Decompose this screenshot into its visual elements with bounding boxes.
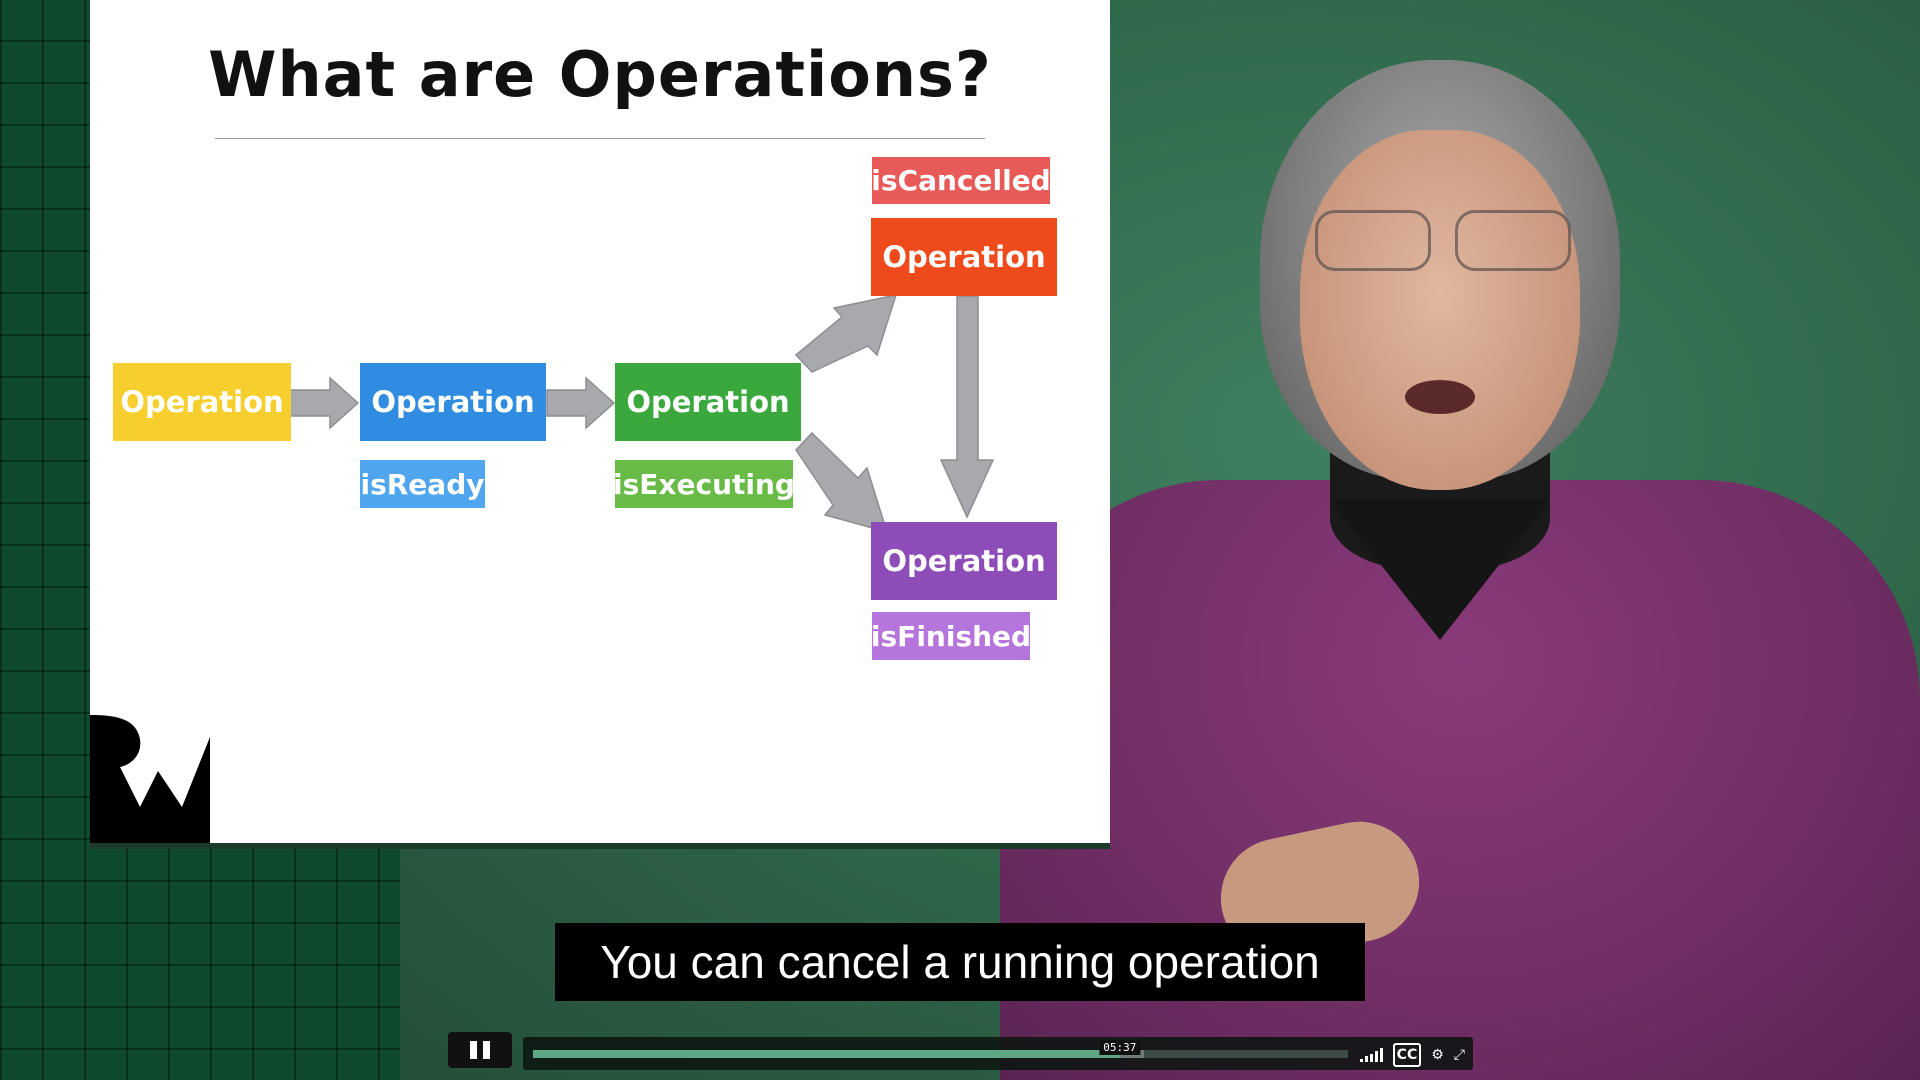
arrow-op4-op5 — [939, 295, 995, 519]
tag-is-cancelled: isCancelled — [871, 157, 1051, 204]
operation-box-pending: Operation — [113, 363, 291, 441]
arrow-op1-op2 — [289, 376, 360, 430]
operation-box-cancelled: Operation — [871, 218, 1057, 296]
settings-icon[interactable]: ⚙ — [1431, 1047, 1444, 1063]
player-icons: CC ⚙ ⤢ — [1359, 1043, 1465, 1067]
presenter-face — [1300, 130, 1580, 490]
volume-icon[interactable] — [1359, 1048, 1383, 1062]
tag-is-ready: isReady — [360, 460, 485, 508]
tag-is-finished: isFinished — [871, 612, 1031, 660]
rw-logo-icon — [90, 715, 210, 843]
operation-box-executing: Operation — [615, 363, 801, 441]
captions-icon[interactable]: CC — [1392, 1043, 1422, 1067]
progress-bar[interactable]: 05:37 — [533, 1040, 1348, 1058]
presenter-glasses — [1305, 210, 1575, 271]
slide-title: What are Operations? — [208, 38, 992, 111]
current-time: 05:37 — [1099, 1040, 1141, 1055]
flow-arrows — [289, 294, 995, 534]
slide: What are Operations? Operation Operation… — [90, 0, 1110, 843]
presenter-collar — [1330, 500, 1550, 640]
pause-icon — [470, 1041, 477, 1059]
player-control-bar: 05:37 CC ⚙ ⤢ — [523, 1037, 1473, 1070]
fullscreen-icon[interactable]: ⤢ — [1453, 1047, 1465, 1063]
presenter-mouth — [1405, 380, 1475, 414]
pause-button[interactable] — [448, 1032, 512, 1068]
title-divider — [215, 138, 985, 139]
slide-edge — [90, 843, 1110, 849]
tag-is-executing: isExecuting — [613, 460, 795, 508]
caption: You can cancel a running operation — [555, 923, 1365, 1001]
operation-box-finished: Operation — [871, 522, 1057, 600]
operation-box-ready: Operation — [360, 363, 546, 441]
arrow-op3-op4 — [794, 294, 898, 373]
progress-played — [533, 1050, 1120, 1058]
arrow-op2-op3 — [546, 376, 616, 430]
arrow-op3-op5 — [795, 431, 889, 534]
